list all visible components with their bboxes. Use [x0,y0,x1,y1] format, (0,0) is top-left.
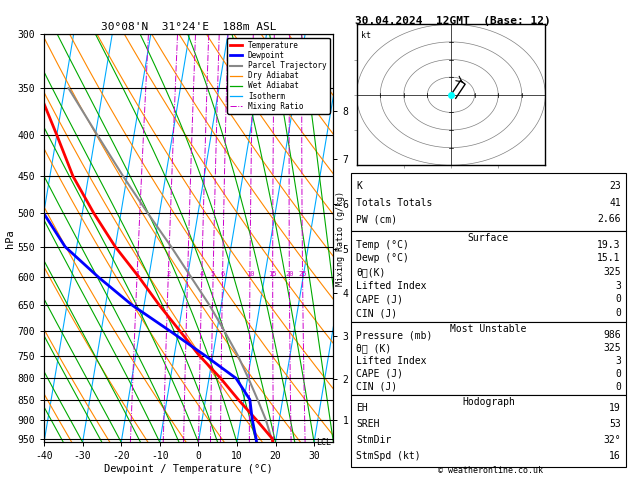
Text: 16: 16 [609,451,621,461]
Text: θᴇ(K): θᴇ(K) [356,267,386,277]
Text: CAPE (J): CAPE (J) [356,369,403,379]
Text: 4: 4 [199,271,204,278]
Text: StmSpd (kt): StmSpd (kt) [356,451,421,461]
Text: 5: 5 [211,271,215,278]
Text: 3: 3 [615,281,621,291]
Text: 53: 53 [609,419,621,429]
Text: Dewp (°C): Dewp (°C) [356,253,409,263]
Text: 19: 19 [609,403,621,414]
Text: CIN (J): CIN (J) [356,382,397,392]
Text: 2: 2 [166,271,170,278]
Text: PW (cm): PW (cm) [356,214,397,225]
Text: Most Unstable: Most Unstable [450,324,526,334]
Text: StmDir: StmDir [356,435,391,445]
Text: 10: 10 [246,271,254,278]
Text: 32°: 32° [603,435,621,445]
Text: EH: EH [356,403,368,414]
Text: 0: 0 [615,308,621,318]
Text: 15.1: 15.1 [598,253,621,263]
Text: SREH: SREH [356,419,379,429]
Text: 3: 3 [615,356,621,366]
Text: Mixing Ratio (g/kg): Mixing Ratio (g/kg) [337,191,345,286]
Text: Pressure (mb): Pressure (mb) [356,330,432,341]
Text: θᴇ (K): θᴇ (K) [356,343,391,353]
Text: Lifted Index: Lifted Index [356,356,426,366]
Legend: Temperature, Dewpoint, Parcel Trajectory, Dry Adiabat, Wet Adiabat, Isotherm, Mi: Temperature, Dewpoint, Parcel Trajectory… [227,38,330,114]
Text: 0: 0 [615,295,621,304]
X-axis label: Dewpoint / Temperature (°C): Dewpoint / Temperature (°C) [104,464,273,474]
Title: 30°08'N  31°24'E  188m ASL: 30°08'N 31°24'E 188m ASL [101,22,277,32]
Text: Totals Totals: Totals Totals [356,198,432,208]
Text: 20: 20 [285,271,294,278]
Text: Temp (°C): Temp (°C) [356,240,409,250]
Text: 6: 6 [220,271,225,278]
Text: 41: 41 [609,198,621,208]
Text: 1: 1 [135,271,139,278]
Text: 0: 0 [615,382,621,392]
Text: 986: 986 [603,330,621,341]
Text: LCL: LCL [316,438,331,447]
Text: Lifted Index: Lifted Index [356,281,426,291]
Text: K: K [356,181,362,191]
Text: 19.3: 19.3 [598,240,621,250]
Text: 25: 25 [298,271,307,278]
Text: Hodograph: Hodograph [462,397,515,407]
Text: 2.66: 2.66 [598,214,621,225]
Text: 23: 23 [609,181,621,191]
Text: 325: 325 [603,267,621,277]
Text: CAPE (J): CAPE (J) [356,295,403,304]
Text: 15: 15 [269,271,277,278]
Text: kt: kt [361,32,371,40]
Text: 325: 325 [603,343,621,353]
Text: © weatheronline.co.uk: © weatheronline.co.uk [438,466,543,475]
Y-axis label: hPa: hPa [4,229,14,247]
Text: 30.04.2024  12GMT  (Base: 12): 30.04.2024 12GMT (Base: 12) [355,16,551,26]
Text: CIN (J): CIN (J) [356,308,397,318]
Text: 0: 0 [615,369,621,379]
Text: 3: 3 [186,271,190,278]
Y-axis label: km
ASL: km ASL [364,227,382,249]
Text: Surface: Surface [468,233,509,243]
